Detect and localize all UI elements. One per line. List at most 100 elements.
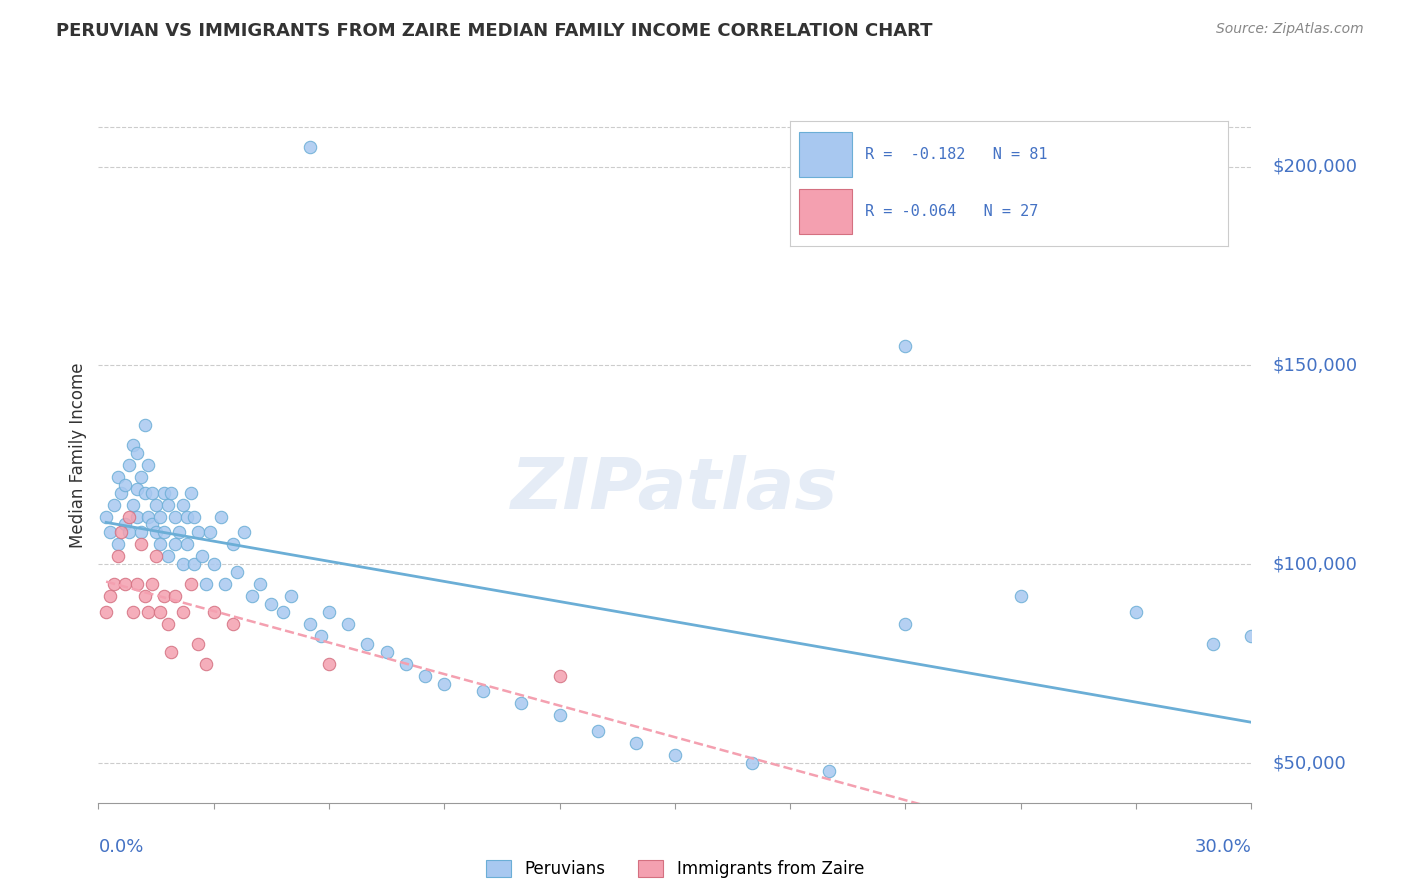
Point [94, 509, 117, 524]
Point [98, 589, 121, 603]
Point [202, 558, 225, 572]
Point [187, 637, 209, 651]
Point [202, 605, 225, 619]
Point [122, 605, 145, 619]
Point [107, 549, 129, 564]
Point [240, 589, 263, 603]
Point [122, 498, 145, 512]
Point [1125, 605, 1147, 619]
Point [318, 657, 340, 671]
Point [165, 537, 187, 551]
Text: 30.0%: 30.0% [1195, 838, 1251, 856]
Point [134, 485, 156, 500]
Point [191, 549, 214, 564]
Point [298, 616, 321, 631]
Point [172, 558, 194, 572]
Point [172, 498, 194, 512]
Point [176, 537, 198, 551]
Point [664, 748, 686, 763]
Point [471, 684, 494, 698]
Point [149, 605, 172, 619]
Point [122, 438, 145, 452]
Point [548, 708, 571, 723]
Point [149, 509, 172, 524]
Point [145, 525, 167, 540]
Point [233, 525, 256, 540]
Point [152, 525, 174, 540]
Point [165, 589, 187, 603]
Point [125, 482, 148, 496]
Point [626, 736, 648, 750]
Point [356, 637, 378, 651]
Point [110, 485, 132, 500]
Point [156, 616, 179, 631]
Point [271, 605, 294, 619]
Point [176, 509, 198, 524]
Point [149, 537, 172, 551]
Point [222, 616, 245, 631]
Point [125, 446, 148, 460]
Point [103, 577, 125, 591]
Point [141, 485, 163, 500]
Point [156, 549, 179, 564]
Point [586, 724, 609, 739]
Point [1240, 629, 1263, 643]
Text: ZIPatlas: ZIPatlas [512, 455, 838, 524]
Point [114, 577, 136, 591]
Point [187, 525, 209, 540]
Point [114, 477, 136, 491]
Point [214, 577, 236, 591]
Point [98, 525, 121, 540]
Text: Source: ZipAtlas.com: Source: ZipAtlas.com [1216, 22, 1364, 37]
Point [225, 565, 247, 579]
Text: $200,000: $200,000 [1272, 158, 1357, 176]
Y-axis label: Median Family Income: Median Family Income [69, 362, 87, 548]
Point [107, 470, 129, 484]
Point [413, 668, 436, 682]
Point [152, 589, 174, 603]
Point [94, 605, 117, 619]
Point [129, 525, 152, 540]
Point [160, 645, 183, 659]
Point [165, 509, 187, 524]
Point [395, 657, 418, 671]
Point [134, 418, 156, 433]
Point [118, 525, 141, 540]
Point [1010, 589, 1032, 603]
Point [311, 629, 333, 643]
Point [180, 485, 202, 500]
Text: 0.0%: 0.0% [98, 838, 143, 856]
Point [510, 697, 533, 711]
Point [110, 525, 132, 540]
Point [183, 558, 205, 572]
Point [222, 537, 245, 551]
Point [894, 616, 917, 631]
Point [160, 485, 183, 500]
Text: PERUVIAN VS IMMIGRANTS FROM ZAIRE MEDIAN FAMILY INCOME CORRELATION CHART: PERUVIAN VS IMMIGRANTS FROM ZAIRE MEDIAN… [56, 22, 932, 40]
Point [138, 605, 160, 619]
Point [145, 549, 167, 564]
Point [180, 577, 202, 591]
Point [183, 509, 205, 524]
Point [548, 668, 571, 682]
Text: $150,000: $150,000 [1272, 357, 1358, 375]
Point [118, 458, 141, 472]
Point [138, 458, 160, 472]
Point [118, 509, 141, 524]
Point [249, 577, 271, 591]
Text: $100,000: $100,000 [1272, 555, 1357, 574]
Point [260, 597, 283, 611]
Point [125, 577, 148, 591]
Point [152, 485, 174, 500]
Point [103, 498, 125, 512]
Point [337, 616, 360, 631]
Point [172, 605, 194, 619]
Point [129, 537, 152, 551]
Point [195, 657, 218, 671]
Point [156, 498, 179, 512]
Point [198, 525, 221, 540]
Point [129, 470, 152, 484]
Point [134, 589, 156, 603]
Point [141, 577, 163, 591]
Point [141, 517, 163, 532]
